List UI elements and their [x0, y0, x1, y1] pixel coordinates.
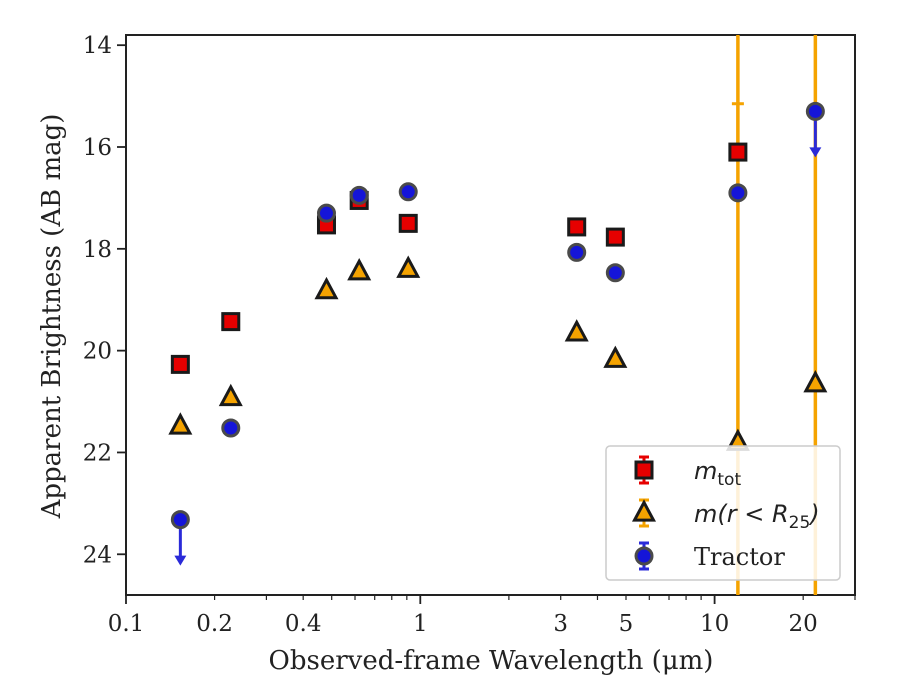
data-point	[728, 183, 748, 203]
data-point	[398, 182, 418, 202]
data-point	[564, 319, 589, 342]
y-axis-label: Apparent Brightness (AB mag)	[37, 114, 67, 520]
data-point	[316, 203, 336, 223]
series-square	[170, 102, 748, 374]
series-circle	[170, 101, 825, 566]
data-point	[170, 510, 190, 530]
x-tick-label: 0.2	[196, 611, 233, 637]
x-tick-label: 5	[619, 611, 634, 637]
y-tick-label: 20	[83, 339, 112, 365]
x-axis-label: Observed-frame Wavelength (μm)	[269, 646, 714, 676]
data-point	[728, 142, 748, 162]
legend-label: m(r < R25)	[694, 500, 820, 533]
legend-box	[605, 445, 841, 581]
x-tick-label: 10	[700, 611, 729, 637]
data-point	[603, 345, 628, 368]
x-tick-label: 0.1	[108, 611, 145, 637]
data-point	[805, 101, 825, 121]
x-tick-label: 3	[553, 611, 568, 637]
data-point	[398, 213, 418, 233]
legend: mtot m(r < R25) Tractor	[605, 445, 841, 581]
data-point	[349, 185, 369, 205]
y-tick-label: 18	[83, 237, 112, 263]
data-point	[567, 242, 587, 262]
data-point	[347, 258, 372, 281]
legend-label: Tractor	[694, 543, 785, 571]
data-point	[218, 383, 243, 407]
series-triangle	[168, 255, 828, 451]
data-point	[221, 418, 241, 438]
plot-frame	[125, 34, 856, 596]
y-axis: 14 16 18 20 22 24	[83, 33, 126, 568]
legend-label: mtot	[694, 457, 741, 490]
data-point	[605, 227, 625, 247]
y-tick-label: 14	[83, 33, 112, 59]
data-point	[170, 354, 190, 374]
x-axis: 0.1 0.2 0.4 1 3 5 10 20	[108, 595, 856, 637]
data-point	[567, 217, 587, 237]
plot-area	[125, 34, 856, 596]
data-point	[605, 263, 625, 283]
data-point	[168, 412, 193, 435]
data-point	[221, 312, 241, 332]
upper-limit-arrowhead	[809, 147, 822, 158]
x-tick-label: 1	[413, 611, 428, 637]
data-point	[396, 255, 421, 278]
y-tick-label: 16	[83, 135, 112, 161]
x-tick-label: 20	[789, 611, 818, 637]
x-tick-label: 0.4	[285, 611, 322, 637]
y-tick-label: 24	[83, 542, 112, 568]
legend-marker	[631, 499, 657, 522]
data-point	[803, 370, 828, 393]
y-tick-label: 22	[83, 440, 112, 466]
data-point	[314, 276, 339, 300]
legend-marker	[634, 546, 654, 566]
legend-marker	[634, 460, 654, 480]
upper-limit-arrowhead	[174, 555, 187, 566]
